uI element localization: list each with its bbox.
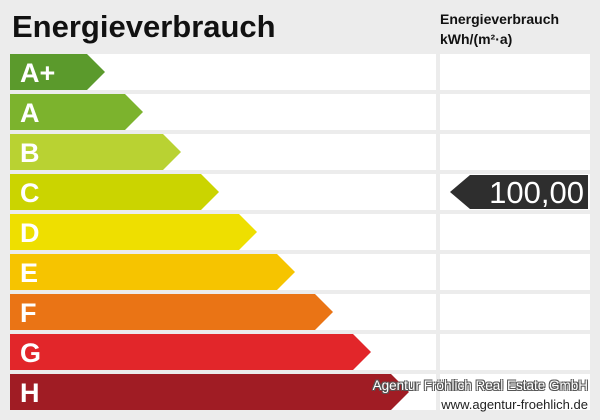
agency-website: www.agentur-froehlich.de bbox=[441, 397, 588, 412]
energy-class-arrow bbox=[10, 334, 371, 370]
energy-class-row: E bbox=[10, 254, 590, 290]
energy-class-arrow bbox=[10, 214, 257, 250]
value-column-header-line1: Energieverbrauch bbox=[440, 11, 560, 27]
footer: Agentur Fröhlich Real Estate GmbH www.ag… bbox=[373, 376, 588, 414]
energy-class-label: D bbox=[20, 218, 40, 248]
energy-class-row: A bbox=[10, 94, 590, 130]
value-cell bbox=[440, 94, 590, 130]
consumption-indicator: 100,00 bbox=[450, 175, 588, 210]
energy-class-arrow bbox=[10, 94, 143, 130]
energy-class-label: A+ bbox=[20, 58, 56, 88]
value-column-header-line2: kWh/(m²·a) bbox=[440, 31, 513, 47]
agency-name: Agentur Fröhlich Real Estate GmbH bbox=[372, 378, 588, 393]
value-cell bbox=[440, 214, 590, 250]
energy-class-row: B bbox=[10, 134, 590, 170]
energy-class-label: B bbox=[20, 138, 40, 168]
value-cell bbox=[440, 254, 590, 290]
energy-class-row: H bbox=[10, 374, 590, 410]
consumption-value: 100,00 bbox=[489, 175, 584, 210]
energy-class-label: G bbox=[20, 338, 42, 368]
energy-class-arrow bbox=[10, 134, 181, 170]
value-cell bbox=[440, 134, 590, 170]
energy-class-arrow bbox=[10, 294, 333, 330]
value-cell bbox=[440, 54, 590, 90]
energy-class-row: F bbox=[10, 294, 590, 330]
energy-class-label: H bbox=[20, 378, 40, 408]
energy-class-arrow bbox=[10, 254, 295, 290]
energy-class-scale: A+ A B C 100,00 D E F G H bbox=[10, 54, 590, 414]
energy-class-label: F bbox=[20, 298, 37, 328]
energy-class-label: C bbox=[20, 178, 40, 208]
energy-class-row: D bbox=[10, 214, 590, 250]
energy-class-label: E bbox=[20, 258, 39, 288]
value-cell bbox=[440, 294, 590, 330]
energy-class-arrow bbox=[10, 174, 219, 210]
value-column-header: Energieverbrauch kWh/(m²·a) bbox=[440, 9, 595, 49]
energy-class-label: A bbox=[20, 98, 40, 128]
energy-class-row: G bbox=[10, 334, 590, 370]
chart-title: Energieverbrauch bbox=[12, 9, 276, 44]
value-cell bbox=[440, 374, 590, 410]
value-cell bbox=[440, 334, 590, 370]
energy-class-row: C 100,00 bbox=[10, 174, 590, 210]
energy-class-row: A+ bbox=[10, 54, 590, 90]
energy-class-arrow bbox=[10, 374, 409, 410]
energy-class-arrow bbox=[10, 54, 105, 90]
